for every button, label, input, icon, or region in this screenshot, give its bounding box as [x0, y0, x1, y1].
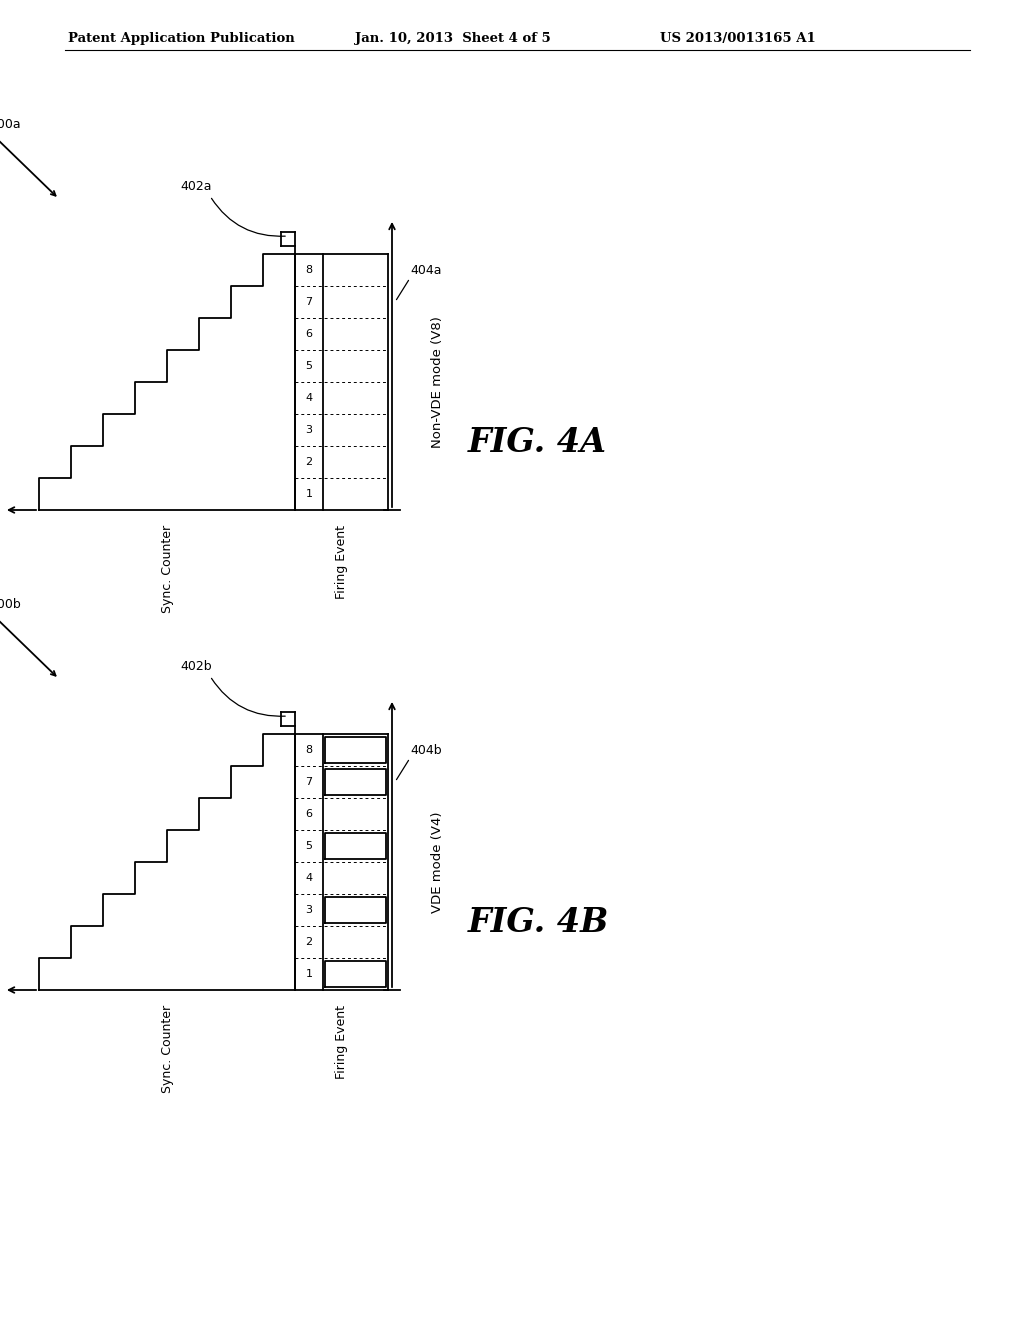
Text: 402b: 402b [180, 660, 212, 672]
Text: 7: 7 [305, 297, 312, 308]
Text: 8: 8 [305, 744, 312, 755]
Text: 3: 3 [305, 906, 312, 915]
Text: 400b: 400b [0, 598, 20, 610]
Text: 8: 8 [305, 265, 312, 275]
Text: 3: 3 [305, 425, 312, 436]
Text: 5: 5 [305, 360, 312, 371]
Text: 404a: 404a [410, 264, 441, 276]
Text: 6: 6 [305, 809, 312, 818]
Text: 2: 2 [305, 937, 312, 946]
Text: Patent Application Publication: Patent Application Publication [68, 32, 295, 45]
Text: FIG. 4A: FIG. 4A [468, 425, 607, 458]
Text: Jan. 10, 2013  Sheet 4 of 5: Jan. 10, 2013 Sheet 4 of 5 [355, 32, 551, 45]
Text: 400a: 400a [0, 117, 20, 131]
Text: 6: 6 [305, 329, 312, 339]
Text: 402a: 402a [180, 180, 212, 193]
Text: 2: 2 [305, 457, 312, 467]
Text: Sync. Counter: Sync. Counter [161, 1005, 173, 1093]
Text: 1: 1 [305, 969, 312, 979]
Text: 404b: 404b [410, 743, 441, 756]
Text: Firing Event: Firing Event [335, 525, 348, 599]
Text: FIG. 4B: FIG. 4B [468, 906, 609, 939]
Text: US 2013/0013165 A1: US 2013/0013165 A1 [660, 32, 816, 45]
Text: 5: 5 [305, 841, 312, 851]
Text: Non-VDE mode (V8): Non-VDE mode (V8) [430, 315, 443, 447]
Text: 7: 7 [305, 777, 312, 787]
Text: VDE mode (V4): VDE mode (V4) [430, 812, 443, 912]
Text: 4: 4 [305, 393, 312, 403]
Text: Firing Event: Firing Event [335, 1005, 348, 1078]
Text: Sync. Counter: Sync. Counter [161, 525, 173, 612]
Text: 1: 1 [305, 488, 312, 499]
Text: 4: 4 [305, 873, 312, 883]
